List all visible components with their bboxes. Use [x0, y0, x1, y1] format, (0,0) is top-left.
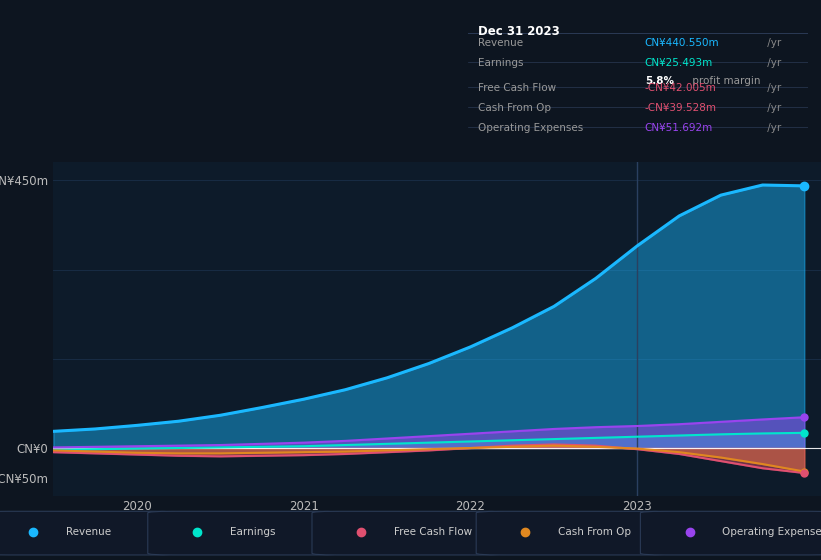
Text: /yr: /yr	[764, 123, 781, 133]
Text: -CN¥42.005m: -CN¥42.005m	[644, 83, 717, 92]
Text: /yr: /yr	[764, 103, 781, 113]
Text: /yr: /yr	[764, 39, 781, 49]
FancyBboxPatch shape	[0, 511, 177, 555]
Text: CN¥25.493m: CN¥25.493m	[644, 58, 713, 68]
Text: Dec 31 2023: Dec 31 2023	[478, 25, 560, 38]
FancyBboxPatch shape	[476, 511, 670, 555]
Text: /yr: /yr	[764, 83, 781, 92]
Text: Operating Expenses: Operating Expenses	[478, 123, 584, 133]
Text: Revenue: Revenue	[66, 527, 111, 537]
Text: -CN¥39.528m: -CN¥39.528m	[644, 103, 717, 113]
Text: 5.8%: 5.8%	[644, 76, 674, 86]
Text: Operating Expenses: Operating Expenses	[722, 527, 821, 537]
Text: Earnings: Earnings	[478, 58, 524, 68]
FancyBboxPatch shape	[312, 511, 506, 555]
Text: Cash From Op: Cash From Op	[478, 103, 551, 113]
FancyBboxPatch shape	[148, 511, 342, 555]
Text: Free Cash Flow: Free Cash Flow	[394, 527, 472, 537]
Text: Revenue: Revenue	[478, 39, 523, 49]
Text: profit margin: profit margin	[689, 76, 760, 86]
Text: Cash From Op: Cash From Op	[558, 527, 631, 537]
Text: CN¥440.550m: CN¥440.550m	[644, 39, 719, 49]
FancyBboxPatch shape	[640, 511, 821, 555]
Text: Earnings: Earnings	[230, 527, 275, 537]
Text: /yr: /yr	[764, 58, 781, 68]
Text: Free Cash Flow: Free Cash Flow	[478, 83, 557, 92]
Text: CN¥51.692m: CN¥51.692m	[644, 123, 713, 133]
